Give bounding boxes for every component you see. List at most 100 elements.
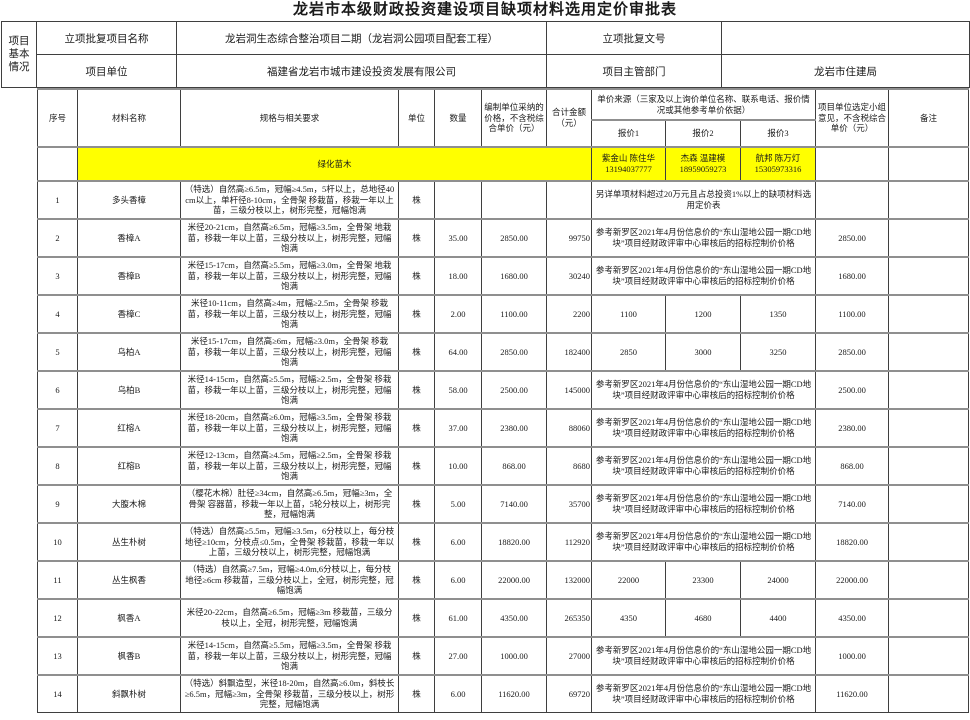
cell-remark [888,598,969,638]
cell-total: 112920 [546,522,592,562]
cell-remark [888,674,969,713]
project-info-table: 项目基本情况 立项批复项目名称 龙岩洞生态综合整治项目二期（龙岩洞公园项目配套工… [1,21,970,88]
table-row: 8 红榕B 米径12-13cm，自然高≥4.5m，冠幅≥2.5m，全骨架 移栽苗，移… [37,446,969,486]
cell-quote3: 24000 [740,560,816,600]
cell-qty: 18.00 [434,256,482,296]
material-table-header: 序号 材料名称 规格与相关要求 单位 数量 编制单位采纳的价格，不含税综合单价（… [37,88,969,148]
cell-opinion [815,180,889,220]
info-row-1: 项目基本情况 立项批复项目名称 龙岩洞生态综合整治项目二期（龙岩洞公园项目配套工… [1,21,970,88]
cell-remark [888,370,969,410]
cell-quote-note: 另详单项材料超过20万元且占总投资1%以上的缺项材料选用定价表 [591,180,816,220]
cell-material-name: 大腹木棉 [77,484,181,524]
cell-quote2: 4680 [665,598,741,638]
category-opinion-cell [815,146,889,182]
approval-doc-label: 立项批复文号 [546,21,722,55]
table-row: 13 枫香B 米径14-15cm，自然高≥5.5m，冠幅≥3.5m，全骨架 移栽苗，… [37,636,969,676]
table-row: 7 红榕A 米径18-20cm，自然高≥6.0m，冠幅≥3.5m，全骨架 移栽苗，移… [37,408,969,448]
cell-remark [888,522,969,562]
cell-price: 4350.00 [481,598,547,638]
authority-label: 项目主管部门 [546,54,722,88]
quote3-phone: 15305973316 [754,164,802,174]
cell-unit: 株 [398,218,435,258]
cell-no: 2 [37,218,78,258]
cell-remark [888,636,969,676]
cell-price: 11620.00 [481,674,547,713]
cell-quote-note: 参考新罗区2021年4月份信息价的“东山湿地公园一期CD地块”项目经财政评审中心… [591,218,816,258]
cell-spec: （特选）自然高≥7.5m，冠幅≥4.0m,6分枝以上，每分枝地径≥6cm 移栽苗… [180,560,399,600]
cell-qty: 61.00 [434,598,482,638]
cell-opinion: 22000.00 [815,560,889,600]
cell-opinion: 1100.00 [815,294,889,334]
cell-no: 6 [37,370,78,410]
cell-quote1: 2850 [591,332,666,372]
col-remark: 备注 [888,88,969,148]
project-name-label: 立项批复项目名称 [36,21,177,55]
cell-quote-note: 参考新罗区2021年4月份信息价的“东山湿地公园一期CD地块”项目经财政评审中心… [591,408,816,448]
col-quote3: 报价3 [740,119,816,148]
cell-total: 145000 [546,370,592,410]
cell-price: 2850.00 [481,218,547,258]
cell-total: 88060 [546,408,592,448]
cell-unit: 株 [398,484,435,524]
col-spec: 规格与相关要求 [180,88,399,148]
cell-price: 2500.00 [481,370,547,410]
quote2-vendor-cell: 杰森 温建模 18959059273 [665,146,741,182]
cell-opinion: 1000.00 [815,636,889,676]
cell-spec: 米径18-20cm，自然高≥6.0m，冠幅≥3.5m，全骨架 移栽苗，移栽一年以… [180,408,399,448]
cell-qty: 2.00 [434,294,482,334]
col-no: 序号 [37,88,78,148]
table-row: 14 斜飘朴树 （特选）斜飘造型，米径18-20m，自然高≥6.0m，斜枝长≥6.5… [37,674,969,713]
quote2-phone: 18959059273 [679,164,727,174]
cell-opinion: 11620.00 [815,674,889,713]
quote1-phone: 13194037777 [605,164,652,174]
cell-material-name: 红榕B [77,446,181,486]
material-table: 序号 材料名称 规格与相关要求 单位 数量 编制单位采纳的价格，不含税综合单价（… [37,88,969,713]
cell-no: 14 [37,674,78,713]
cell-qty: 35.00 [434,218,482,258]
col-unit: 单位 [398,88,435,148]
table-row: 5 乌柏A 米径15-17cm，自然高≥6m，冠幅≥3.0m，全骨架 移栽苗，移栽一… [37,332,969,372]
cell-spec: 米径14-15cm，自然高≥5.5m，冠幅≥3.5m，全骨架 移栽苗，移栽一年以… [180,636,399,676]
cell-material-name: 枫香B [77,636,181,676]
cell-no: 12 [37,598,78,638]
cell-spec: （特选）斜飘造型，米径18-20m，自然高≥6.0m，斜枝长≥6.5m，冠幅≥3… [180,674,399,713]
cell-material-name: 红榕A [77,408,181,448]
cell-price: 18820.00 [481,522,547,562]
cell-spec: （樱花木棉）肚径≥34cm，自然高≥6.5m，冠幅≥3m，全骨架 容器苗，移栽一… [180,484,399,524]
cell-quote-note: 参考新罗区2021年4月份信息价的“东山湿地公园一期CD地块”项目经财政评审中心… [591,674,816,713]
cell-qty: 5.00 [434,484,482,524]
cell-price: 1680.00 [481,256,547,296]
cell-unit: 株 [398,370,435,410]
table-row: 12 枫香A 米径20-22cm，自然高≥6.5m，冠幅≥3m 移栽苗，三级分枝以上… [37,598,969,638]
cell-no: 10 [37,522,78,562]
cell-quote3: 3250 [740,332,816,372]
cell-total [546,180,592,220]
cell-qty: 58.00 [434,370,482,410]
quote3-vendor-cell: 航邦 陈万灯 15305973316 [740,146,816,182]
cell-opinion: 2380.00 [815,408,889,448]
cell-total: 35700 [546,484,592,524]
cell-quote-note: 参考新罗区2021年4月份信息价的“东山湿地公园一期CD地块”项目经财政评审中心… [591,484,816,524]
cell-quote1: 1100 [591,294,666,334]
quote1-vendor-cell: 紫金山 陈住华 13194037777 [591,146,666,182]
table-row: 6 乌柏B 米径14-15cm，自然高≥5.5m，冠幅≥2.5m，全骨架 移栽苗，移… [37,370,969,410]
quote2-vendor: 杰森 温建模 [680,152,726,163]
page-title: 龙岩市本级财政投资建设项目缺项材料选用定价审批表 [292,2,677,18]
cell-qty: 6.00 [434,674,482,713]
cell-total: 27000 [546,636,592,676]
table-row: 10 丛生朴树 （特选）自然高≥5.5m，冠幅≥3.5m，6分枝以上，每分枝地径≥1… [37,522,969,562]
cell-opinion: 2500.00 [815,370,889,410]
cell-opinion: 1680.00 [815,256,889,296]
cell-unit: 株 [398,294,435,334]
cell-price: 22000.00 [481,560,547,600]
cell-quote3: 4400 [740,598,816,638]
cell-no: 7 [37,408,78,448]
col-price: 编制单位采纳的价格，不含税综合单价（元） [481,88,547,148]
col-quote1: 报价1 [591,119,666,148]
cell-remark [888,560,969,600]
authority-value: 龙岩市住建局 [721,54,970,88]
cell-unit: 株 [398,446,435,486]
cell-unit: 株 [398,636,435,676]
cell-total: 99750 [546,218,592,258]
